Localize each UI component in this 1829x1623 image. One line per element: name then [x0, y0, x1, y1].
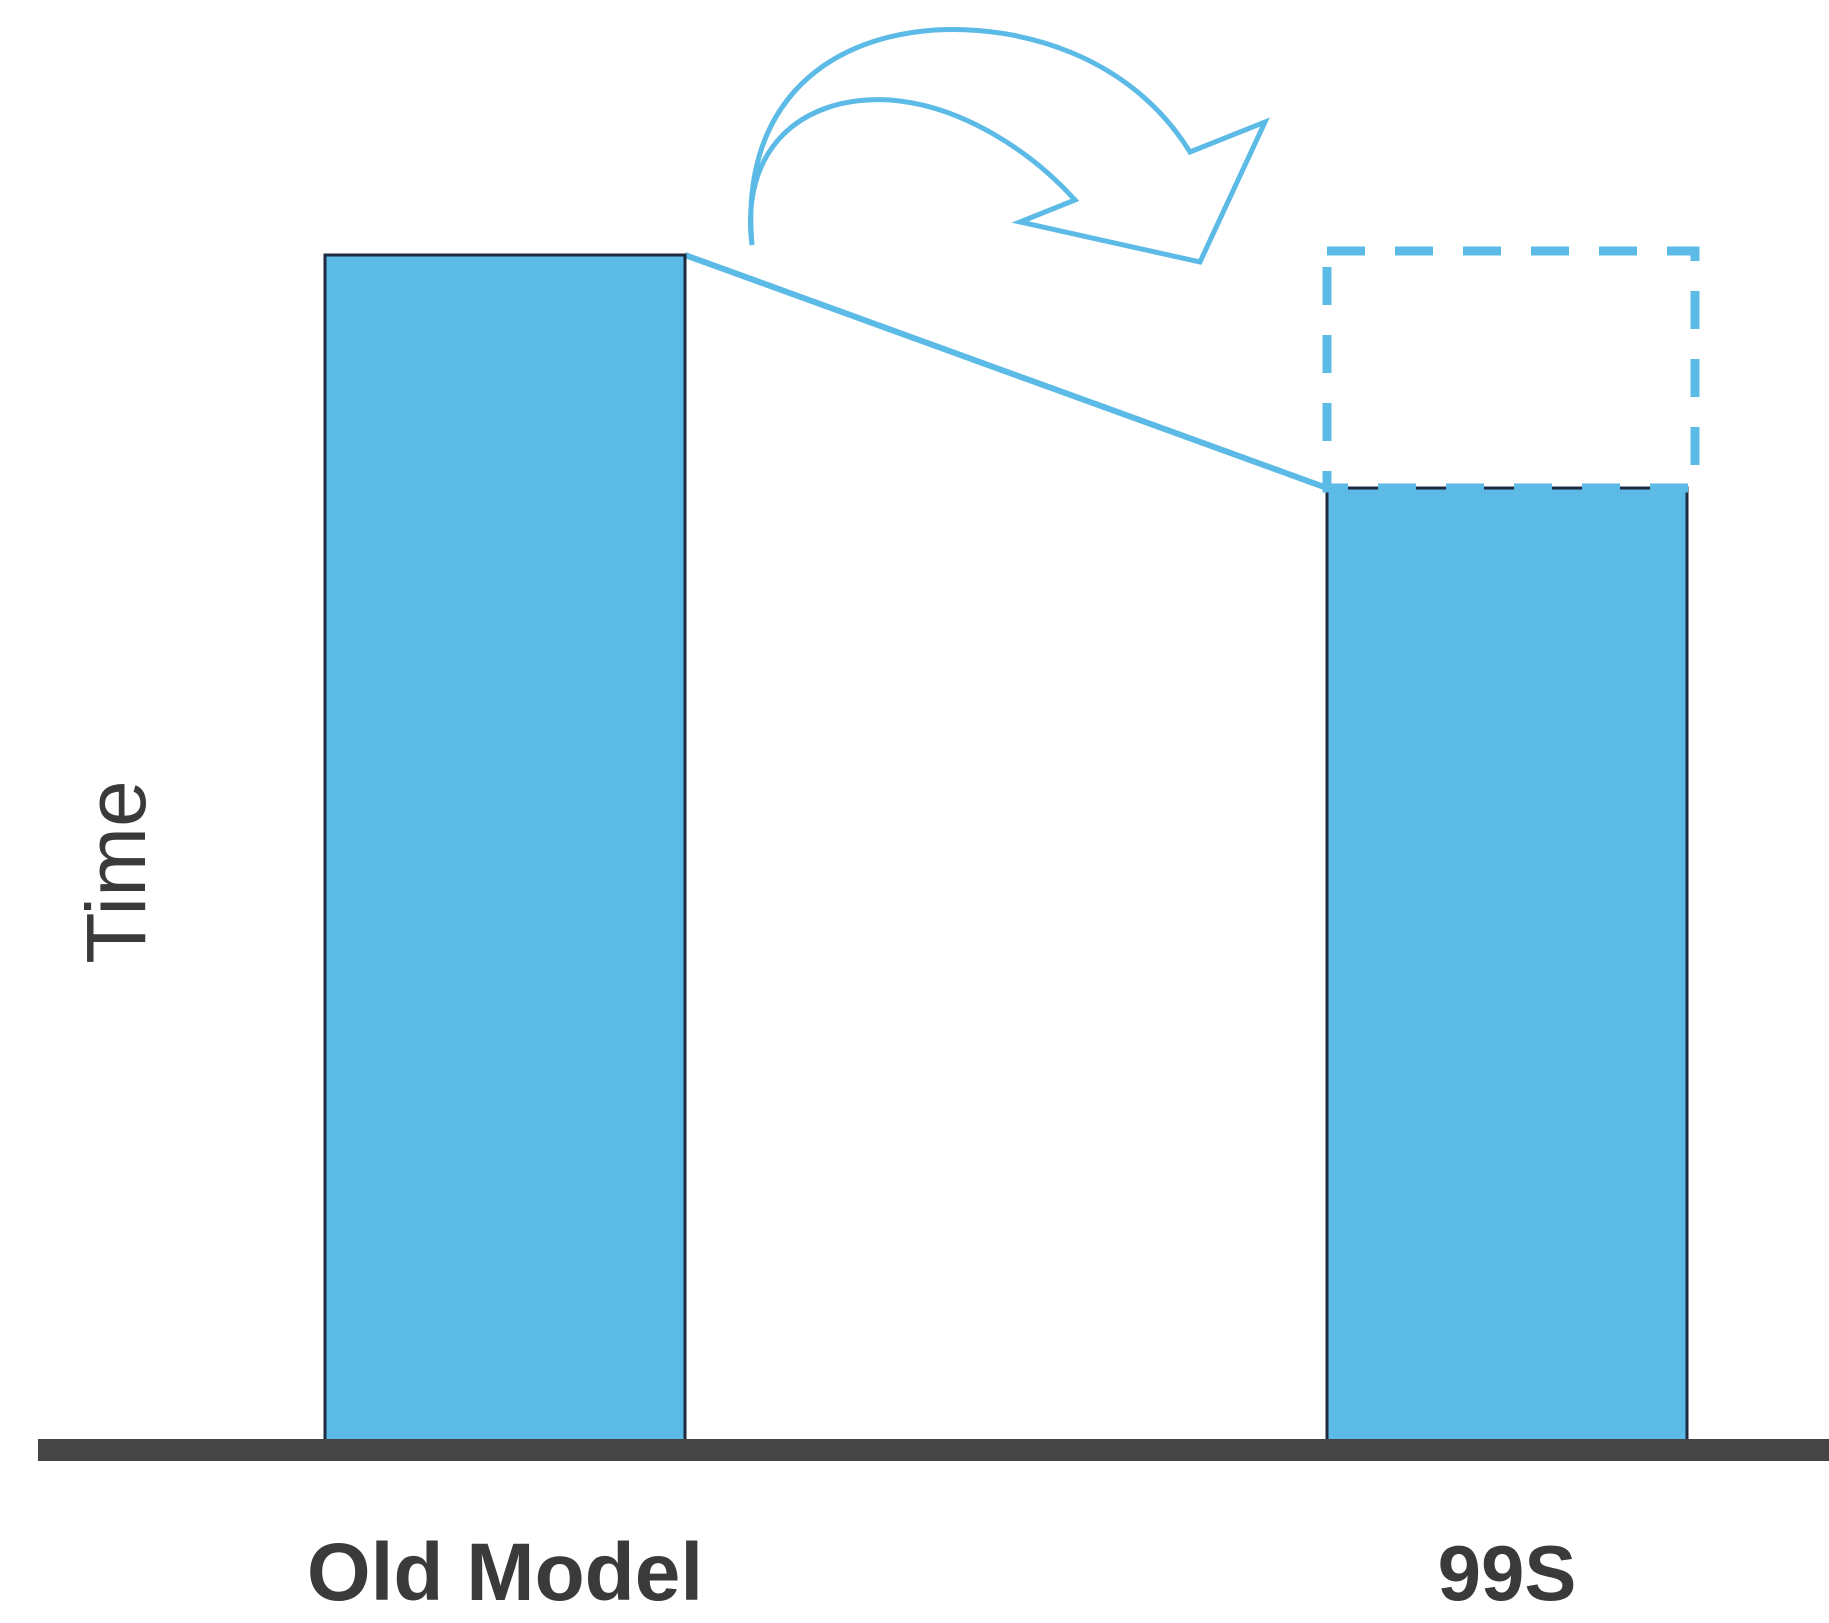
curved-arrow-shape: [748, 26, 1270, 265]
connector-line: [683, 252, 1329, 491]
overlay-layer: [1322, 246, 1700, 493]
category-label: 99S: [1438, 1529, 1577, 1617]
curved-arrow-icon: [748, 26, 1270, 265]
connector-layer: [683, 252, 1329, 491]
y-axis-label: Time: [69, 780, 163, 964]
category-labels: Old Model 99S: [307, 1527, 1577, 1618]
bar-99s: [1325, 486, 1689, 1452]
bars-layer: [323, 253, 1689, 1452]
reference-dashed-box: [1322, 246, 1700, 493]
category-label: Old Model: [307, 1527, 703, 1618]
bar-old-model: [323, 253, 687, 1452]
